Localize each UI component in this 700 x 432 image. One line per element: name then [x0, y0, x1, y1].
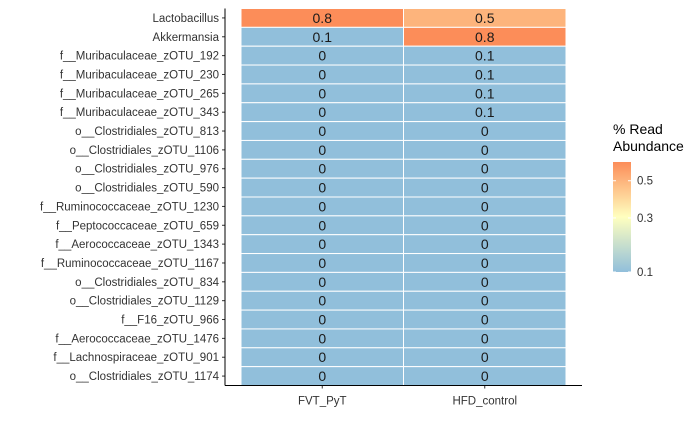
axes [222, 8, 582, 389]
legend-colorbar [613, 162, 631, 272]
cell-value-label: 0 [481, 349, 489, 365]
cell-value-label: 0 [318, 161, 326, 177]
y-tick-label: f__Aerococcaceae_zOTU_1476 [55, 333, 219, 345]
cell-value-label: 0 [481, 255, 489, 271]
y-tick-label: f__F16_zOTU_966 [121, 315, 219, 327]
y-tick-label: f__Muribaculaceae_zOTU_265 [60, 88, 219, 100]
y-tick-label: o__Clostridiales_zOTU_813 [75, 126, 219, 138]
cell-value-label: 0.5 [475, 10, 495, 26]
cell-value-label: 0 [318, 104, 326, 120]
cell-value-label: 0 [481, 368, 489, 384]
cell-value-label: 0 [318, 255, 326, 271]
cell-value-label: 0 [481, 123, 489, 139]
cell-value-label: 0 [481, 330, 489, 346]
cell-value-label: 0 [318, 368, 326, 384]
cell-value-label: 0 [481, 293, 489, 309]
cell-value-label: 0 [318, 312, 326, 328]
cell-value-label: 0 [318, 66, 326, 82]
y-tick-label: o__Clostridiales_zOTU_976 [75, 164, 219, 176]
y-tick-label: f__Muribaculaceae_zOTU_230 [60, 69, 219, 81]
cell-value-label: 0 [318, 349, 326, 365]
cell-value-label: 0.8 [313, 10, 333, 26]
cell-value-label: 0 [318, 48, 326, 64]
cell-value-label: 0 [318, 142, 326, 158]
legend-tick-label: 0.5 [637, 176, 653, 188]
cell-value-label: 0 [481, 274, 489, 290]
cell-value-label: 0 [318, 330, 326, 346]
y-tick-label: f__Aerococcaceae_zOTU_1343 [55, 239, 219, 251]
x-tick-label: FVT_PyT [298, 396, 347, 408]
cell-value-label: 0 [318, 274, 326, 290]
y-tick-label: o__Clostridiales_zOTU_834 [75, 277, 219, 289]
legend-tick-label: 0.3 [637, 213, 653, 225]
cell-value-label: 0 [318, 198, 326, 214]
y-tick-label: o__Clostridiales_zOTU_1174 [70, 371, 220, 383]
y-axis-labels: Lactobacillus Akkermansia f__Muribaculacea… [40, 13, 220, 383]
y-tick-label: f__Lachnospiraceae_zOTU_901 [53, 352, 219, 364]
x-tick-label: HFD_control [452, 396, 517, 408]
legend-title: % Read [613, 121, 663, 137]
cell-value-label: 0 [481, 236, 489, 252]
cell-value-label: 0.1 [475, 66, 495, 82]
y-tick-label: o__Clostridiales_zOTU_1106 [70, 145, 219, 157]
y-tick-label: f__Ruminococcaceae_zOTU_1230 [40, 201, 219, 213]
y-tick-label: Lactobacillus [153, 13, 220, 25]
cell-value-label: 0 [481, 198, 489, 214]
cell-value-label: 0 [318, 293, 326, 309]
y-tick-label: f__Muribaculaceae_zOTU_343 [60, 107, 219, 119]
y-tick-label: Akkermansia [153, 32, 220, 44]
y-tick-label: o__Clostridiales_zOTU_1129 [70, 296, 219, 308]
cell-value-label: 0 [481, 312, 489, 328]
cell-value-label: 0.1 [313, 29, 333, 45]
y-tick-label: f__Peptococcaceae_zOTU_659 [56, 220, 219, 232]
cell-value-label: 0.8 [475, 29, 495, 45]
y-tick-label: f__Muribaculaceae_zOTU_192 [60, 51, 219, 63]
cell-value-label: 0 [318, 123, 326, 139]
cell-value-label: 0 [318, 180, 326, 196]
cell-value-label: 0 [481, 161, 489, 177]
cell-value-label: 0 [481, 217, 489, 233]
cell-value-label: 0.1 [475, 85, 495, 101]
y-tick-label: o__Clostridiales_zOTU_590 [75, 183, 219, 195]
y-tick-label: f__Ruminococcaceae_zOTU_1167 [41, 258, 219, 270]
legend-tick-label: 0.1 [637, 267, 653, 279]
cell-value-label: 0 [481, 142, 489, 158]
x-axis-labels: FVT_PyT HFD_control [298, 396, 517, 408]
cell-value-label: 0.1 [475, 48, 495, 64]
cell-value-label: 0.1 [475, 104, 495, 120]
heatmap-cells: 0.8 0.5 0.1 0.8 0 0.1 0 0.1 0 0.1 0 0.1 0 0 0 0 0 0 0 0 0 0 0 0… [240, 8, 567, 386]
legend-title: Abundance [613, 138, 684, 154]
cell-value-label: 0 [318, 85, 326, 101]
cell-value-label: 0 [318, 236, 326, 252]
cell-value-label: 0 [318, 217, 326, 233]
cell-value-label: 0 [481, 180, 489, 196]
